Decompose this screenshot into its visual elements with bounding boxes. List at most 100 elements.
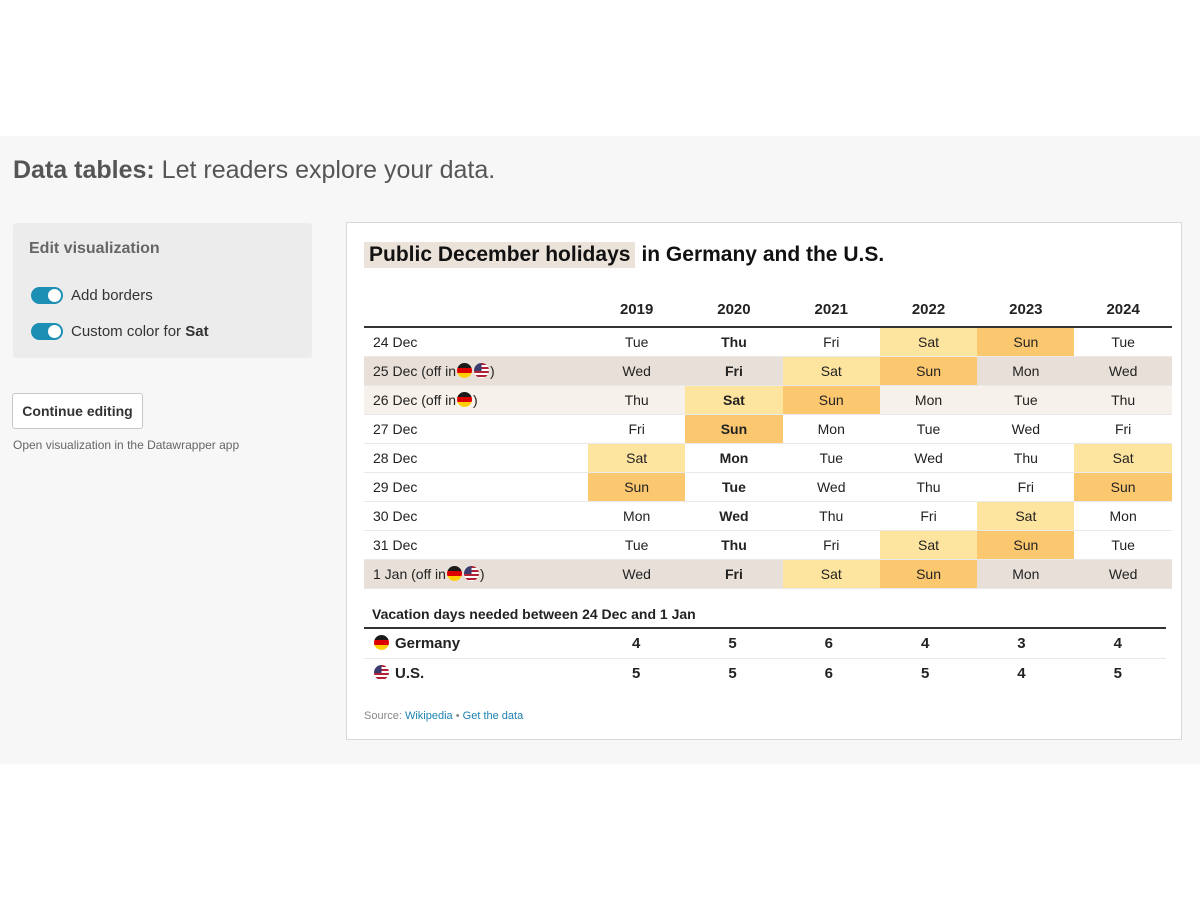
table-row: 24 Dec Tue Thu Fri Sat Sun Tue [364,327,1172,357]
continue-editing-button[interactable]: Continue editing [12,393,143,429]
day-cell: Sun [782,385,880,415]
source-link[interactable]: Wikipedia [404,710,453,722]
year-header: 2020 [685,293,783,328]
custom-color-toggle[interactable] [31,322,63,340]
day-cell: Sun [685,414,783,444]
vacation-table: Germany 4 5 6 4 3 4 U.S. 5 5 6 5 4 5 [364,627,1166,688]
day-cell: Tue [1074,530,1172,560]
day-cell: Sat [879,530,978,560]
day-cell: Sun [977,530,1075,560]
row-label: 27 Dec [364,414,588,444]
day-cell: Sat [588,443,686,473]
day-cell: Sat [1074,443,1172,473]
day-cell: Thu [1074,385,1172,415]
country-name: U.S. [395,665,425,682]
day-cell: Thu [685,327,783,357]
table-row: 27 Dec Fri Sun Mon Tue Wed Fri [364,414,1172,444]
row-label: 28 Dec [364,443,588,473]
day-cell: Tue [685,472,783,502]
day-cell: Mon [1074,501,1172,531]
de-flag-icon [457,392,473,407]
vacation-value: 4 [876,628,974,659]
vacation-value: 5 [728,665,737,682]
year-header: 2021 [782,293,880,328]
day-cell: Wed [1074,559,1172,589]
table-row: 28 Dec Sat Mon Tue Wed Thu Sat [364,443,1172,473]
row-label: 29 Dec [364,472,588,502]
day-cell: Mon [685,443,783,473]
day-cell: Tue [977,385,1075,415]
row-label: 1 Jan (off in) [364,559,588,589]
day-cell: Wed [588,559,686,589]
row-label: 24 Dec [364,327,588,357]
vacation-value: 6 [824,665,833,682]
headline-rest: Let readers explore your data. [161,156,496,184]
row-label-text: 31 Dec [373,537,418,553]
row-label-text: 1 Jan (off in [373,566,446,582]
visualization-card: Public December holidays in Germany and … [346,222,1182,740]
chart-title-highlight: Public December holidays [364,242,636,268]
day-cell: Tue [588,530,686,560]
source-label: Source: [364,710,402,722]
get-data-link[interactable]: Get the data [462,710,524,722]
day-cell: Fri [782,530,880,560]
vacation-country: U.S. [364,659,588,689]
row-label-suffix: ) [490,363,495,379]
vacation-country: Germany [364,628,588,659]
vacation-value: 4 [588,628,685,659]
row-label-text: 30 Dec [373,508,418,524]
day-cell: Mon [588,501,686,531]
us-flag-icon [463,566,479,581]
toggle-knob [48,324,61,338]
day-cell: Wed [977,414,1075,444]
vacation-value: 5 [684,628,781,659]
vacation-value: 5 [631,665,641,682]
day-cell: Thu [782,501,880,531]
year-header: 2023 [977,293,1075,328]
year-header: 2019 [588,293,686,328]
table-body: 24 Dec Tue Thu Fri Sat Sun Tue 25 Dec (off in) W… [364,327,1172,589]
add-borders-toggle[interactable] [31,286,63,304]
day-cell: Wed [588,356,686,386]
header-blank [364,293,588,328]
day-cell: Wed [782,472,880,502]
year-header: 2022 [879,293,978,328]
add-borders-toggle-row[interactable]: Add borders [31,284,153,306]
row-label-suffix: ) [473,392,478,408]
day-cell: Sun [879,356,978,386]
day-cell: Fri [782,327,880,357]
day-cell: Wed [685,501,783,531]
de-flag-icon [446,566,462,581]
row-label-suffix: ) [479,566,485,582]
day-cell: Thu [879,472,978,502]
page-headline: Data tables: Let readers explore your da… [13,156,495,185]
day-cell: Sun [977,327,1075,357]
vacation-value: 4 [1069,628,1166,659]
custom-color-toggle-row[interactable]: Custom color for Sat [31,320,209,342]
chart-title-rest: in Germany and the U.S. [641,243,885,266]
edit-visualization-panel: Edit visualization Add borders Custom co… [13,223,312,358]
source-separator: • [455,710,460,722]
day-cell: Tue [879,414,978,444]
day-cell: Fri [685,559,783,589]
de-flag-icon [374,635,389,650]
chart-title: Public December holidays in Germany and … [364,242,884,268]
day-cell: Tue [782,443,880,473]
day-cell: Sat [782,559,880,589]
day-cell: Fri [879,501,978,531]
day-cell: Sat [879,327,978,357]
vacation-row: Germany 4 5 6 4 3 4 [364,628,1166,659]
day-cell: Thu [977,443,1075,473]
table-row: 26 Dec (off in) Thu Sat Sun Mon Tue Thu [364,385,1172,415]
table-header-row: 2019 2020 2021 2022 2023 2024 [364,293,1172,328]
vacation-value: 3 [973,628,1070,659]
vacation-row: U.S. 5 5 6 5 4 5 [364,659,1166,689]
day-cell: Sat [685,385,783,415]
toggle-knob [48,288,61,302]
table-row: 25 Dec (off in) Wed Fri Sat Sun Mon Wed [364,356,1172,386]
row-label: 30 Dec [364,501,588,531]
table-row: 31 Dec Tue Thu Fri Sat Sun Tue [364,530,1172,560]
table-row: 1 Jan (off in) Wed Fri Sat Sun Mon Wed [364,559,1172,589]
source-line: Source: Wikipedia • Get the data [364,710,523,722]
add-borders-label: Add borders [71,286,153,304]
